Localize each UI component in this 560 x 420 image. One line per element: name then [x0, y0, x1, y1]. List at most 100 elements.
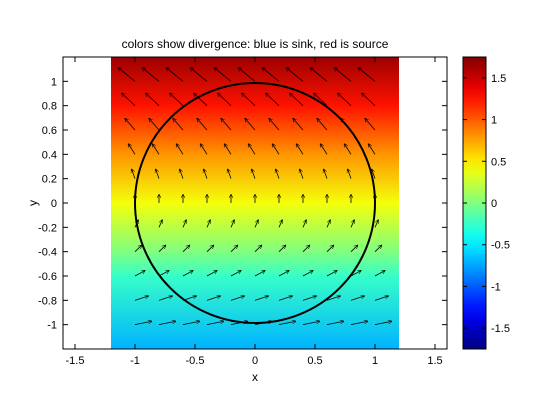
vector-arrow: [350, 220, 354, 228]
vector-arrow: [302, 271, 313, 277]
vector-arrow: [326, 321, 344, 326]
vector-arrow: [170, 93, 184, 106]
unit-circle: [134, 82, 376, 324]
vector-arrow: [290, 93, 304, 106]
x-tick-label: -1: [130, 355, 140, 367]
y-axis-ticks: -1 -0.8 -0.6 -0.4 -0.2 0 0.2 0.4 0.6 0.8 1: [38, 76, 447, 332]
vector-arrow: [374, 245, 382, 252]
y-tick-label: -0.8: [38, 295, 57, 307]
vector-arrow: [254, 296, 268, 301]
vector-arrow: [182, 321, 200, 326]
vector-arrow: [158, 220, 162, 228]
vector-arrow: [146, 93, 160, 106]
vector-arrow: [156, 169, 160, 179]
vector-arrow: [197, 118, 208, 131]
vector-arrow: [374, 271, 385, 277]
y-tick-label: 0.4: [42, 149, 57, 161]
vector-arrow: [302, 296, 316, 301]
vector-arrow: [374, 220, 378, 228]
vector-arrow: [348, 169, 352, 179]
vector-arrow: [158, 271, 169, 277]
vector-arrow: [142, 68, 160, 82]
x-axis-ticks: -1.5 -1 -0.5 0 0.5 1 1.5: [66, 57, 443, 367]
vector-arrow: [230, 271, 241, 277]
vector-arrow: [368, 144, 376, 155]
x-tick-label: 1: [372, 355, 378, 367]
y-tick-label: 0.2: [42, 174, 57, 186]
vector-arrow: [302, 220, 306, 228]
vector-arrow: [158, 321, 176, 326]
plot-area: -1.5 -1 -0.5 0 0.5 1 1.5 -1 -0.8 -0.6 -0.4 -0.2 0 0.…: [38, 56, 448, 367]
vector-arrow: [293, 118, 304, 131]
vector-arrow: [125, 118, 136, 131]
y-tick-label: -0.6: [38, 271, 57, 283]
vector-arrow: [245, 118, 256, 131]
y-tick-label: 0.8: [42, 101, 57, 113]
vector-arrow: [326, 220, 330, 228]
vector-arrow: [224, 144, 232, 155]
y-tick-label: 1: [51, 76, 57, 88]
vector-arrow: [182, 271, 193, 277]
vector-arrow: [118, 68, 136, 82]
vector-arrow: [362, 93, 376, 106]
vector-arrow: [221, 118, 232, 131]
chart-title: colors show divergence: blue is sink, re…: [122, 37, 389, 51]
colorbar-tick-label: 1: [491, 115, 497, 127]
vector-arrow: [324, 169, 328, 179]
vector-arrow: [158, 296, 172, 301]
vector-arrow: [350, 296, 364, 301]
vector-arrow: [317, 118, 328, 131]
vector-arrow: [206, 220, 210, 228]
y-tick-label: 0: [51, 198, 57, 210]
vector-arrow: [134, 296, 148, 301]
x-tick-label: 0: [252, 355, 258, 367]
vector-arrow: [278, 245, 286, 252]
vector-arrow: [374, 296, 388, 301]
vector-arrow: [182, 220, 186, 228]
vector-arrow: [166, 68, 184, 82]
colorbar-ticks: -1.5 -1 -0.5 0 0.5 1 1.5: [463, 73, 510, 335]
vector-arrow: [286, 68, 304, 82]
vector-arrow: [173, 118, 184, 131]
vector-arrow: [122, 93, 136, 106]
vector-arrow: [206, 296, 220, 301]
vector-arrow: [230, 220, 234, 228]
vector-arrow: [254, 220, 258, 228]
vector-arrow: [276, 169, 280, 179]
vector-arrow: [158, 245, 166, 252]
vector-arrow: [200, 144, 208, 155]
vector-arrow: [206, 271, 217, 277]
vector-arrow: [134, 245, 142, 252]
vector-arrow: [134, 271, 145, 277]
colorbar-tick-label: -1.5: [491, 323, 510, 335]
vector-arrow: [206, 245, 214, 252]
vector-arrow: [262, 68, 280, 82]
vector-arrow: [310, 68, 328, 82]
vector-arrow: [269, 118, 280, 131]
y-tick-label: -1: [47, 320, 57, 332]
y-axis-label: y: [26, 200, 40, 206]
vector-arrow: [252, 169, 256, 179]
vector-arrow: [350, 271, 361, 277]
vector-arrow: [266, 93, 280, 106]
vector-arrow: [334, 68, 352, 82]
vector-arrow: [272, 144, 280, 155]
vector-arrow: [149, 118, 160, 131]
vector-arrow: [278, 296, 292, 301]
colorbar-tick-label: -0.5: [491, 240, 510, 252]
vector-arrow: [296, 144, 304, 155]
colorbar-tick-label: 0: [491, 198, 497, 210]
vector-arrow: [372, 169, 376, 179]
vector-arrow: [238, 68, 256, 82]
x-tick-label: 0.5: [307, 355, 322, 367]
vector-arrow: [182, 245, 190, 252]
vector-arrow: [300, 169, 304, 179]
vector-arrow: [326, 245, 334, 252]
vector-arrow: [344, 144, 352, 155]
vector-arrow: [176, 144, 184, 155]
vector-arrow: [254, 271, 265, 277]
vector-arrow: [254, 245, 262, 252]
y-tick-label: 0.6: [42, 125, 57, 137]
vector-arrow: [228, 169, 232, 179]
